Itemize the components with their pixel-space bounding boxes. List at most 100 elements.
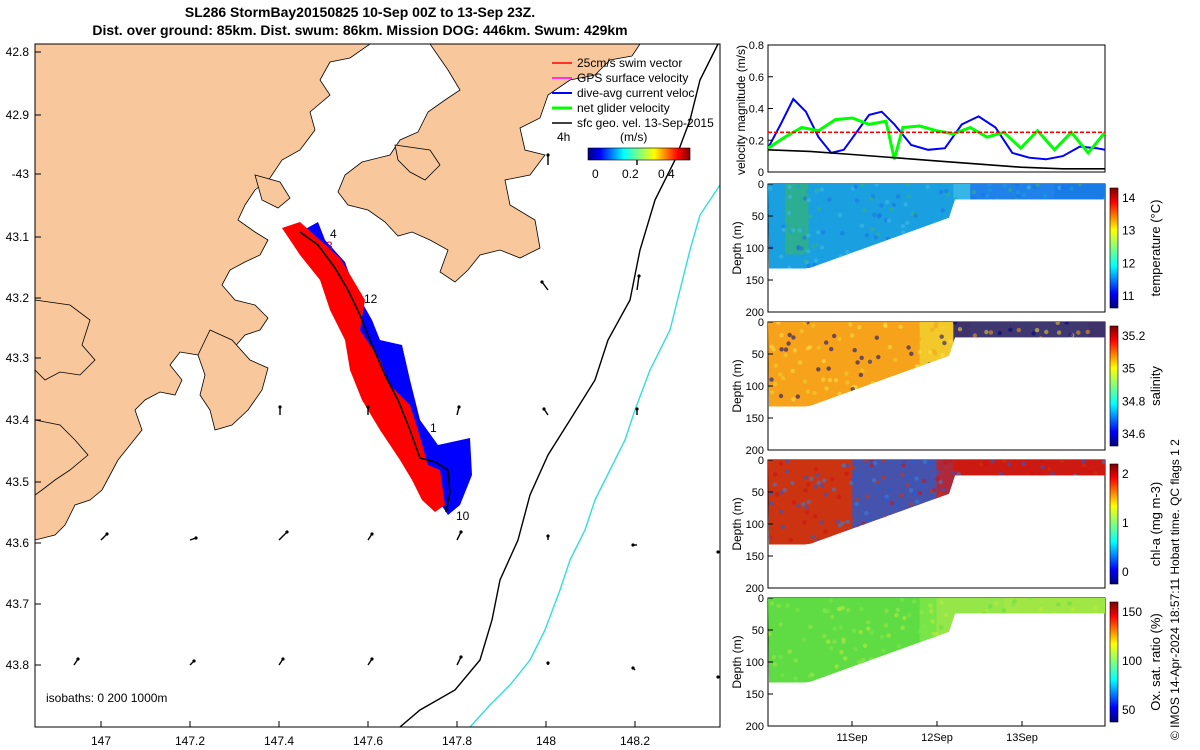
section-sample-dot <box>840 230 845 236</box>
velocity-ytick-label: 0.8 <box>749 40 764 52</box>
section-sample-dot <box>799 329 804 334</box>
section-colorbar-tick: 35.2 <box>1122 329 1146 343</box>
section-sample-dot <box>773 363 779 368</box>
section-sample-dot <box>1056 330 1062 335</box>
section-sample-dot <box>922 478 927 484</box>
section-sample-dot <box>998 471 1004 477</box>
geo-velocity-arrowhead <box>285 530 289 534</box>
section-sample-dot <box>831 487 837 492</box>
section-sample-dot <box>1101 460 1105 465</box>
section-sample-dot <box>906 345 911 350</box>
section-sample-dot <box>1070 607 1076 612</box>
section-colorbar-tick: 12 <box>1122 256 1136 270</box>
section-sample-dot <box>802 196 808 201</box>
geo-velocity-arrowhead <box>631 543 635 547</box>
geo-velocity-arrow <box>636 275 640 291</box>
section-sample-dot <box>864 233 870 238</box>
section-sample-dot <box>814 473 820 478</box>
section-sample-dot <box>928 603 933 608</box>
section-xtick-label: 12Sep <box>921 732 953 744</box>
isobath-1000m <box>469 184 721 728</box>
section-ytick-label: 150 <box>746 413 764 425</box>
geo-velocity-arrowhead <box>716 675 720 679</box>
section-sample-dot <box>854 472 859 477</box>
section-sample-dot <box>1069 186 1074 191</box>
section-sample-dot <box>957 598 962 602</box>
section-sample-dot <box>891 202 897 207</box>
section-sample-dot <box>928 609 934 614</box>
section-sample-dot <box>813 660 818 665</box>
section-sample-dot <box>938 625 944 630</box>
section-sample-dot <box>781 376 786 381</box>
section-sample-dot <box>896 194 901 199</box>
section-sample-dot <box>810 534 815 539</box>
section-sample-dot <box>817 348 822 353</box>
section-sample-dot <box>797 228 802 233</box>
section-sample-dot <box>826 366 831 371</box>
section-sample-dot <box>908 488 914 493</box>
section-sample-dot <box>787 649 792 654</box>
section-sample-dot <box>1060 460 1065 464</box>
section-sample-dot <box>864 494 870 499</box>
section-sample-dot <box>844 471 849 476</box>
section-sample-dot <box>869 354 874 359</box>
section-sample-dot <box>778 622 783 627</box>
land-group <box>35 44 641 541</box>
geo-velocity-arrowhead <box>457 405 461 409</box>
map-xtick-label: 147 <box>91 734 111 748</box>
section-sample-dot <box>845 380 850 385</box>
section-sample-dot <box>796 244 801 250</box>
map-ytick-label: 43.1 <box>6 230 30 244</box>
section-sample-dot <box>903 202 908 207</box>
section-sample-dot <box>790 368 795 374</box>
section-sample-dot <box>804 510 810 515</box>
section-sample-dot <box>922 460 928 464</box>
section-sample-dot <box>897 191 903 196</box>
section-sample-dot <box>841 639 846 645</box>
section-sample-dot <box>864 460 869 463</box>
section-sample-dot <box>802 235 807 240</box>
section-sample-dot <box>1026 185 1032 190</box>
section-ytick-label: 100 <box>746 243 764 255</box>
section-sample-dot <box>825 609 831 614</box>
section-ytick-label: 150 <box>746 689 764 701</box>
section-ylabel: Depth (m) <box>730 359 744 412</box>
section-sample-dot <box>837 212 843 218</box>
section-sample-dot <box>822 634 827 639</box>
section-sample-dot <box>769 390 775 395</box>
section-sample-dot <box>811 323 816 328</box>
section-sample-dot <box>884 608 889 613</box>
section-ytick-label: 100 <box>746 657 764 669</box>
section-sample-dot <box>857 325 862 330</box>
section-sample-dot <box>929 488 935 494</box>
section-colorbar-label: chl-a (mg m-3) <box>1148 482 1163 567</box>
land-south-arm <box>197 329 269 431</box>
section-colorbar <box>1109 601 1119 723</box>
section-sample-dot <box>779 490 784 495</box>
section-sample-dot <box>806 263 811 269</box>
section-sample-dot <box>851 628 857 633</box>
section-sample-dot <box>845 519 850 525</box>
section-sample-dot <box>869 463 875 468</box>
section-sample-dot <box>806 198 812 203</box>
section-sample-dot <box>830 522 836 527</box>
section-sample-dot <box>808 335 813 341</box>
section-sample-dot <box>824 386 829 391</box>
section-ytick-label: 200 <box>746 583 764 595</box>
colorbar-tick: 0 <box>592 167 599 181</box>
section-sample-dot <box>839 649 844 655</box>
section-sample-dot <box>887 344 893 350</box>
geo-velocity-arrowhead <box>540 280 544 284</box>
section-sample-dot <box>813 514 818 519</box>
geo-velocity-arrowhead <box>635 407 639 411</box>
section-sample-dot <box>808 381 813 386</box>
section-sample-dot <box>802 379 808 384</box>
section-ytick-label: 50 <box>752 211 764 223</box>
map-ytick-label: 43.3 <box>6 351 30 365</box>
section-panel: 0 50 100 150 200 Depth (m) 11 12 13 14 temperature… <box>730 179 1163 319</box>
credit-text: © IMOS 14-Apr-2024 18:57:11 Hobart time.… <box>1168 439 1182 740</box>
section-sample-dot <box>1093 471 1099 476</box>
section-colorbar-tick: 1 <box>1122 516 1129 530</box>
section-ytick-label: 200 <box>746 445 764 457</box>
